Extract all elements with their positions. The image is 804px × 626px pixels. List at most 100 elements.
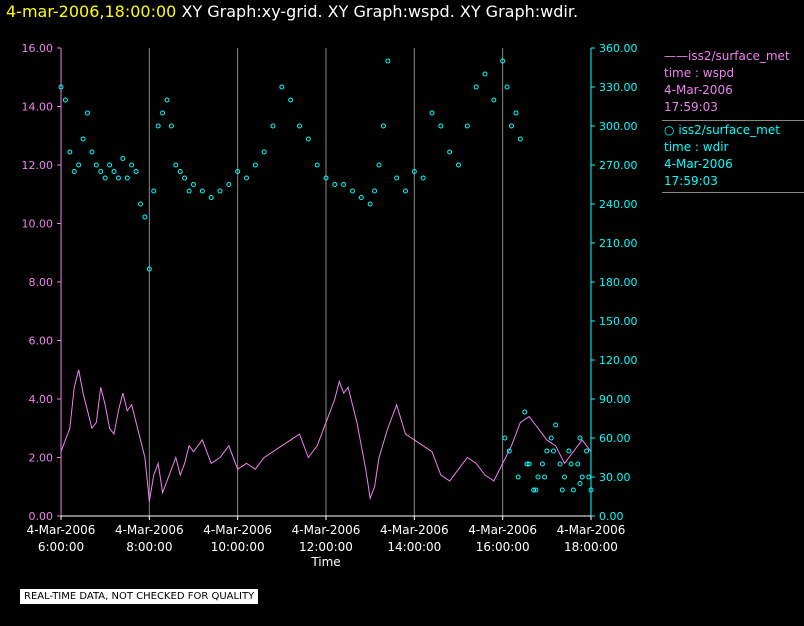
wdir-point xyxy=(517,136,523,142)
wdir-point xyxy=(584,448,590,454)
right-tick-label: 300.00 xyxy=(599,120,638,133)
legend-wdir-date: 4-Mar-2006 xyxy=(664,157,733,171)
wdir-point xyxy=(261,149,267,155)
wdir-point xyxy=(199,188,205,194)
wdir-point xyxy=(473,84,479,90)
left-tick-label: 16.00 xyxy=(22,42,54,55)
wdir-point xyxy=(107,162,113,168)
wdir-point xyxy=(438,123,444,129)
wdir-point xyxy=(244,175,249,181)
wdir-point xyxy=(62,97,68,103)
wdir-point xyxy=(376,162,382,168)
x-axis-label: Time xyxy=(310,555,340,569)
wdir-point xyxy=(93,162,99,168)
wdir-point xyxy=(142,214,148,220)
wdir-point xyxy=(350,188,355,194)
left-tick-label: 8.00 xyxy=(29,276,54,289)
wdir-point xyxy=(332,182,338,187)
wdir-point xyxy=(252,162,258,168)
x-tick-date: 4-Mar-2006 xyxy=(292,523,361,537)
right-tick-label: 180.00 xyxy=(599,276,638,289)
wdir-point xyxy=(217,188,223,194)
wdir-point xyxy=(566,448,572,454)
wdir-point xyxy=(515,474,521,480)
wspd-series-line xyxy=(60,369,592,502)
wdir-point xyxy=(506,448,512,454)
legend-wdir-time: 17:59:03 xyxy=(664,174,718,188)
x-tick-time: 10:00:00 xyxy=(211,540,265,554)
wdir-point xyxy=(102,175,108,181)
wdir-point xyxy=(173,162,179,168)
x-tick-time: 18:00:00 xyxy=(564,540,618,554)
x-tick-time: 8:00:00 xyxy=(126,540,172,554)
title-timestamp: 4-mar-2006,18:00:00 xyxy=(6,2,177,21)
right-tick-label: 60.00 xyxy=(599,432,631,445)
wdir-point xyxy=(279,84,285,90)
wdir-point xyxy=(89,149,95,155)
wdir-point xyxy=(146,266,152,272)
wdir-point xyxy=(522,409,528,415)
legend-wspd-source: iss2/surface_met xyxy=(688,49,790,63)
wdir-point xyxy=(270,123,276,129)
legend-wspd-date: 4-Mar-2006 xyxy=(664,83,733,97)
wdir-point xyxy=(177,169,183,174)
legend-divider xyxy=(662,120,804,121)
wdir-point xyxy=(429,110,435,116)
title-graphs: XY Graph:xy-grid. XY Graph:wspd. XY Grap… xyxy=(181,2,579,21)
x-tick-time: 6:00:00 xyxy=(38,540,84,554)
wdir-point xyxy=(403,188,408,194)
wdir-point xyxy=(548,435,554,441)
wdir-point xyxy=(586,474,592,480)
wdir-point xyxy=(588,487,594,493)
wdir-point xyxy=(575,461,581,467)
wdir-point xyxy=(464,123,470,129)
legend-divider xyxy=(662,192,804,193)
legend-wspd-time: 17:59:03 xyxy=(664,100,718,114)
wdir-point xyxy=(124,175,130,181)
wdir-point xyxy=(186,188,192,194)
left-tick-label: 12.00 xyxy=(22,159,54,172)
legend-line-marker: —— xyxy=(664,49,688,63)
wdir-point xyxy=(579,474,585,480)
wdir-point xyxy=(341,182,347,187)
wdir-point xyxy=(544,448,550,454)
title-bar: 4-mar-2006,18:00:00 XY Graph:xy-grid. XY… xyxy=(6,2,578,21)
legend-wspd: ——iss2/surface_met time : wspd 4-Mar-200… xyxy=(664,48,790,116)
wdir-point xyxy=(80,136,86,142)
wdir-point xyxy=(235,169,241,174)
wdir-point xyxy=(133,169,139,174)
wdir-point xyxy=(557,461,563,467)
x-tick-time: 14:00:00 xyxy=(387,540,441,554)
wdir-point xyxy=(542,474,548,480)
wdir-point xyxy=(111,169,117,174)
wdir-point xyxy=(577,435,583,441)
wdir-point xyxy=(208,195,214,200)
wdir-point xyxy=(160,110,166,116)
wdir-point xyxy=(164,97,170,103)
legend-wspd-var: time : wspd xyxy=(664,66,735,80)
wdir-point xyxy=(58,84,64,90)
wdir-point xyxy=(314,162,320,168)
wdir-point xyxy=(491,97,497,103)
wdir-point xyxy=(562,474,567,480)
wdir-point xyxy=(411,169,417,174)
wdir-point xyxy=(380,123,386,129)
wdir-point xyxy=(524,461,530,467)
wdir-point xyxy=(482,71,488,77)
wdir-point xyxy=(67,149,73,155)
wdir-point xyxy=(115,175,121,181)
wdir-point xyxy=(535,474,541,480)
wdir-point xyxy=(456,162,461,168)
x-tick-date: 4-Mar-2006 xyxy=(203,523,272,537)
wdir-point xyxy=(155,123,161,129)
wdir-point xyxy=(504,84,510,90)
legend-wdir-var: time : wdir xyxy=(664,140,729,154)
right-tick-label: 30.00 xyxy=(599,471,631,484)
quality-disclaimer: REAL-TIME DATA, NOT CHECKED FOR QUALITY xyxy=(20,589,259,604)
wdir-point xyxy=(76,162,82,168)
right-tick-label: 240.00 xyxy=(599,198,638,211)
legend-circle-marker: ○ xyxy=(664,123,675,137)
wdir-point xyxy=(372,188,378,194)
right-tick-label: 0.00 xyxy=(599,510,624,523)
wdir-point xyxy=(513,110,519,116)
